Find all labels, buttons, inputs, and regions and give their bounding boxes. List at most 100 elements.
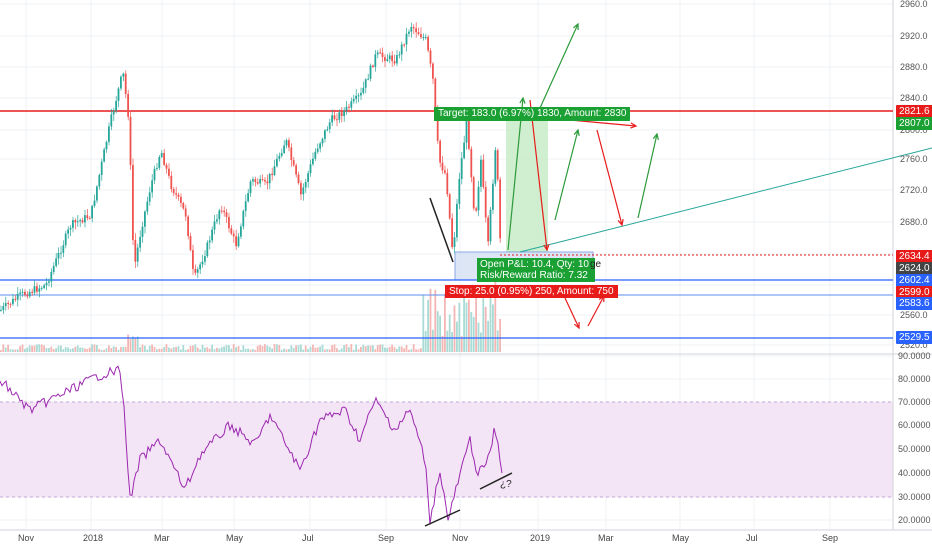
volume-bar [165, 344, 168, 352]
candle-body [350, 101, 353, 108]
candle-body [372, 65, 374, 67]
target-zone [506, 107, 548, 252]
volume-bar [184, 349, 187, 352]
volume-bar [148, 345, 151, 352]
volume-bar [172, 347, 175, 352]
time-axis-label: 2018 [83, 533, 104, 543]
volume-bar [132, 336, 134, 352]
volume-bar [441, 335, 444, 352]
volume-bar [2, 344, 5, 352]
candle-body [436, 109, 439, 141]
volume-bar [57, 345, 60, 352]
candle-body [74, 220, 77, 223]
volume-bar [9, 349, 12, 352]
candle-body [422, 37, 425, 39]
price-tick-label: 2680.0 [900, 217, 928, 227]
volume-bar [343, 345, 345, 352]
volume-bar [410, 349, 413, 352]
volume-bars [0, 278, 501, 352]
volume-bar [398, 346, 401, 352]
volume-bar [326, 349, 329, 352]
volume-bar [146, 349, 149, 352]
candle-body [194, 268, 197, 273]
candle-body [309, 164, 312, 174]
volume-bar [141, 344, 144, 352]
candle-body [189, 236, 192, 251]
position-pnl-label[interactable]: Open P&L: 10.4, Qty: 10 Risk/Reward Rati… [477, 258, 595, 282]
price-tick-label: 2720.0 [900, 185, 928, 195]
volume-bar [110, 348, 113, 352]
volume-bar [60, 345, 62, 352]
candle-body [84, 215, 86, 223]
volume-bar [96, 345, 98, 352]
candle-body [12, 298, 14, 305]
candle-body [441, 162, 444, 171]
candle-body [273, 166, 276, 176]
position-target-label[interactable]: Target: 183.0 (6.97%) 1830, Amount: 2830 [434, 107, 631, 121]
volume-bar [254, 349, 257, 352]
candle-body [33, 286, 36, 293]
risk-reward-text: Risk/Reward Ratio: 7.32 [480, 270, 588, 281]
rsi-tick-label: 50.0000 [898, 444, 931, 454]
candle-body [172, 189, 175, 194]
candle-body [242, 210, 245, 227]
candle-body [122, 73, 125, 77]
volume-bar [456, 321, 458, 352]
volume-bar [247, 348, 249, 352]
candle-body [117, 88, 120, 101]
volume-bar [170, 348, 173, 352]
projection-arrow-line [596, 129, 623, 226]
candle-body [355, 95, 357, 99]
volume-bar [408, 349, 410, 352]
candle-body [40, 287, 43, 289]
candle-body [196, 269, 199, 273]
candle-body [60, 252, 62, 254]
candle-body [492, 183, 494, 210]
volume-bar [196, 347, 199, 352]
candle-body [496, 150, 499, 180]
candle-body [62, 245, 65, 253]
position-stop-label[interactable]: Stop: 25.0 (0.95%) 250, Amount: 750 [445, 285, 618, 298]
projection-arrow-line [529, 99, 548, 251]
candle-body [72, 220, 74, 228]
candle-body [494, 150, 497, 184]
volume-bar [314, 347, 317, 352]
volume-bar [292, 347, 295, 352]
volume-bar [448, 314, 451, 352]
volume-bar [21, 344, 24, 352]
volume-bar [144, 345, 146, 352]
volume-bar [122, 346, 125, 352]
rsi-tick-label: 20.0000 [898, 515, 931, 525]
volume-bar [52, 349, 55, 352]
candle-body [393, 61, 396, 64]
price-tick-label: 2840.0 [900, 93, 928, 103]
candle-body [398, 54, 401, 56]
volume-bar [295, 345, 297, 352]
volume-bar [480, 332, 482, 352]
volume-bar [108, 345, 110, 352]
time-axis-label: May [226, 533, 244, 543]
candle-body [146, 201, 149, 212]
candle-body [321, 138, 324, 144]
candle-body [7, 303, 9, 305]
time-axis-label: Jul [746, 533, 758, 543]
candle-body [67, 229, 69, 234]
candle-body [374, 54, 377, 67]
candle-body [400, 44, 403, 55]
volume-bar [26, 347, 29, 352]
candle-body [468, 119, 470, 149]
candle-body [208, 240, 211, 243]
candle-body [480, 159, 482, 187]
candle-body [264, 179, 266, 182]
candle-body [470, 148, 473, 178]
volume-bar [403, 348, 405, 352]
volume-bar [384, 347, 386, 352]
candle-body [124, 73, 127, 94]
volume-bar [117, 349, 120, 352]
volume-bar [388, 346, 391, 352]
rsi-tick-label: 60.0000 [898, 420, 931, 430]
candle-body [220, 210, 223, 212]
price-tick-label: 2560.0 [900, 310, 928, 320]
candle-body [177, 194, 180, 197]
